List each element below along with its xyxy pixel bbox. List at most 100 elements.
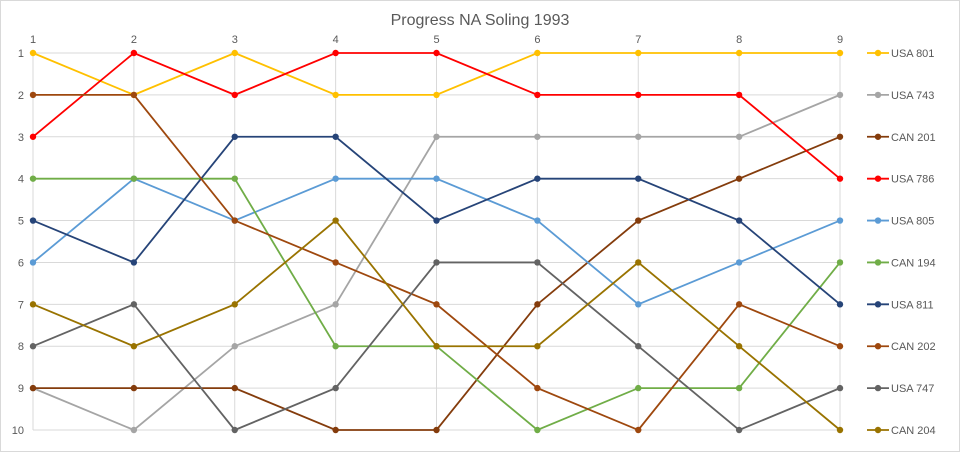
data-point: [433, 301, 440, 308]
legend-label: USA 801: [891, 48, 934, 60]
x-tick-label: 4: [333, 34, 339, 46]
data-point: [332, 384, 339, 392]
data-point: [735, 91, 743, 99]
data-point: [735, 384, 743, 392]
x-tick-label: 8: [736, 34, 742, 46]
data-point: [433, 259, 440, 266]
legend-swatch-marker: [874, 133, 882, 140]
legend-item: USA 801: [867, 48, 934, 60]
legend-item: USA 747: [867, 383, 934, 395]
data-point: [29, 384, 37, 392]
data-point: [29, 175, 37, 182]
data-point: [836, 49, 844, 57]
data-point: [231, 384, 238, 392]
y-tick-label: 3: [18, 132, 24, 144]
data-point: [29, 91, 37, 99]
data-point: [29, 217, 37, 224]
data-point: [635, 49, 642, 57]
series-usa-747: [29, 259, 844, 434]
data-point: [231, 49, 238, 57]
legend-label: USA 747: [891, 383, 934, 395]
data-point: [130, 91, 138, 99]
data-point: [231, 217, 238, 224]
legend-item: USA 743: [867, 90, 934, 102]
data-point: [534, 217, 541, 224]
data-point: [534, 426, 541, 434]
series-can-204: [29, 217, 844, 434]
chart-title: Progress NA Soling 1993: [391, 12, 570, 29]
data-point: [130, 343, 138, 350]
y-tick-label: 1: [18, 48, 24, 60]
data-point: [735, 259, 743, 266]
data-point: [735, 343, 743, 350]
legend-item: CAN 204: [867, 425, 936, 437]
data-point: [332, 49, 339, 57]
data-point: [836, 217, 844, 224]
legend-label: USA 786: [891, 174, 934, 186]
legend-swatch-marker: [874, 175, 882, 182]
data-point: [836, 133, 844, 140]
x-tick-label: 6: [534, 34, 540, 46]
data-point: [735, 175, 743, 182]
data-point: [534, 259, 541, 266]
legend-swatch-marker: [874, 259, 882, 266]
legend-item: USA 786: [867, 174, 934, 186]
x-tick-label: 3: [232, 34, 238, 46]
data-point: [433, 175, 440, 182]
data-point: [332, 301, 339, 308]
y-tick-label: 6: [18, 257, 24, 269]
legend-label: USA 805: [891, 216, 934, 228]
data-point: [635, 91, 642, 99]
data-point: [836, 259, 844, 266]
data-point: [332, 343, 339, 350]
legend-swatch-marker: [874, 384, 882, 392]
data-point: [332, 91, 339, 99]
data-point: [534, 133, 541, 140]
y-tick-label: 7: [18, 299, 24, 311]
legend-label: CAN 204: [891, 425, 936, 437]
data-point: [231, 343, 238, 350]
data-point: [130, 175, 138, 182]
data-point: [534, 49, 541, 57]
legend-item: CAN 201: [867, 132, 936, 144]
y-tick-label: 9: [18, 383, 24, 395]
series-usa-786: [29, 49, 844, 182]
data-point: [231, 426, 238, 434]
data-point: [231, 175, 238, 182]
data-point: [534, 175, 541, 182]
data-point: [332, 426, 339, 434]
data-point: [29, 259, 37, 266]
data-point: [433, 343, 440, 350]
data-point: [735, 301, 743, 308]
data-point: [735, 217, 743, 224]
data-point: [231, 133, 238, 140]
legend-swatch-marker: [874, 301, 882, 308]
data-point: [735, 426, 743, 434]
data-point: [29, 49, 37, 57]
data-point: [735, 49, 743, 57]
data-point: [635, 301, 642, 308]
data-point: [433, 133, 440, 140]
data-point: [332, 175, 339, 182]
y-tick-label: 8: [18, 341, 24, 353]
data-point: [29, 301, 37, 308]
legend-swatch-marker: [874, 91, 882, 99]
data-point: [836, 384, 844, 392]
data-point: [433, 91, 440, 99]
data-point: [130, 384, 138, 392]
data-point: [735, 133, 743, 140]
x-tick-label: 1: [30, 34, 36, 46]
data-point: [29, 133, 37, 140]
legend-label: USA 811: [891, 299, 934, 311]
legend-item: CAN 202: [867, 341, 936, 353]
x-tick-label: 5: [433, 34, 439, 46]
data-point: [836, 426, 844, 434]
legend-item: USA 805: [867, 216, 934, 228]
legend-label: USA 743: [891, 90, 934, 102]
data-point: [534, 343, 541, 350]
legend-item: CAN 194: [867, 257, 936, 269]
y-tick-label: 2: [18, 90, 24, 102]
data-point: [332, 259, 339, 266]
